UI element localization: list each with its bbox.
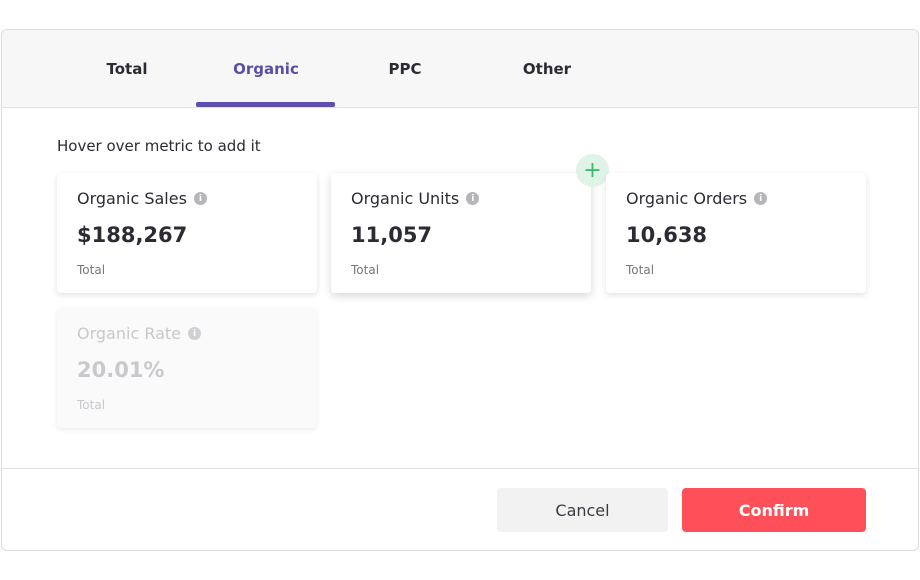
metric-sub: Total [351, 263, 380, 277]
tab-total[interactable]: Total [106, 60, 148, 78]
metric-title-text: Organic Sales [77, 189, 187, 208]
tab-organic[interactable]: Organic [233, 60, 299, 78]
metric-title: Organic Rate i [77, 324, 202, 343]
metric-title: Organic Units i [351, 189, 480, 208]
tab-other[interactable]: Other [522, 60, 572, 78]
metric-card-organic-orders[interactable]: Organic Orders i 10,638 Total [606, 173, 866, 293]
metric-card-organic-rate: Organic Rate i 20.01% Total [57, 308, 317, 428]
metric-title: Organic Sales i [77, 189, 207, 208]
metric-value: 11,057 [351, 223, 433, 247]
metric-sub: Total [626, 263, 655, 277]
cancel-button[interactable]: Cancel [497, 488, 668, 532]
plus-icon[interactable]: + [576, 154, 609, 187]
tab-bar: Total Organic PPC Other [2, 30, 918, 108]
metric-sub: Total [77, 398, 106, 412]
hint-text: Hover over metric to add it [57, 137, 261, 155]
metric-title-text: Organic Units [351, 189, 460, 208]
info-icon[interactable]: i [754, 192, 768, 205]
metric-card-organic-units[interactable]: Organic Units i 11,057 Total [331, 173, 591, 293]
metric-title: Organic Orders i [626, 189, 768, 208]
footer-divider [2, 468, 918, 469]
metric-value: 20.01% [77, 358, 165, 382]
info-icon[interactable]: i [193, 192, 207, 205]
metric-sub: Total [77, 263, 106, 277]
metric-picker-dialog: Total Organic PPC Other Hover over metri… [1, 29, 919, 551]
metric-card-organic-sales[interactable]: Organic Sales i $188,267 Total [57, 173, 317, 293]
metric-value: 10,638 [626, 223, 708, 247]
metric-title-text: Organic Orders [626, 189, 748, 208]
info-icon[interactable]: i [466, 192, 480, 205]
active-tab-indicator [196, 102, 335, 107]
info-icon[interactable]: i [188, 327, 202, 340]
tab-ppc[interactable]: PPC [388, 60, 422, 78]
metric-title-text: Organic Rate [77, 324, 182, 343]
confirm-button[interactable]: Confirm [682, 488, 866, 532]
metric-value: $188,267 [77, 223, 188, 247]
